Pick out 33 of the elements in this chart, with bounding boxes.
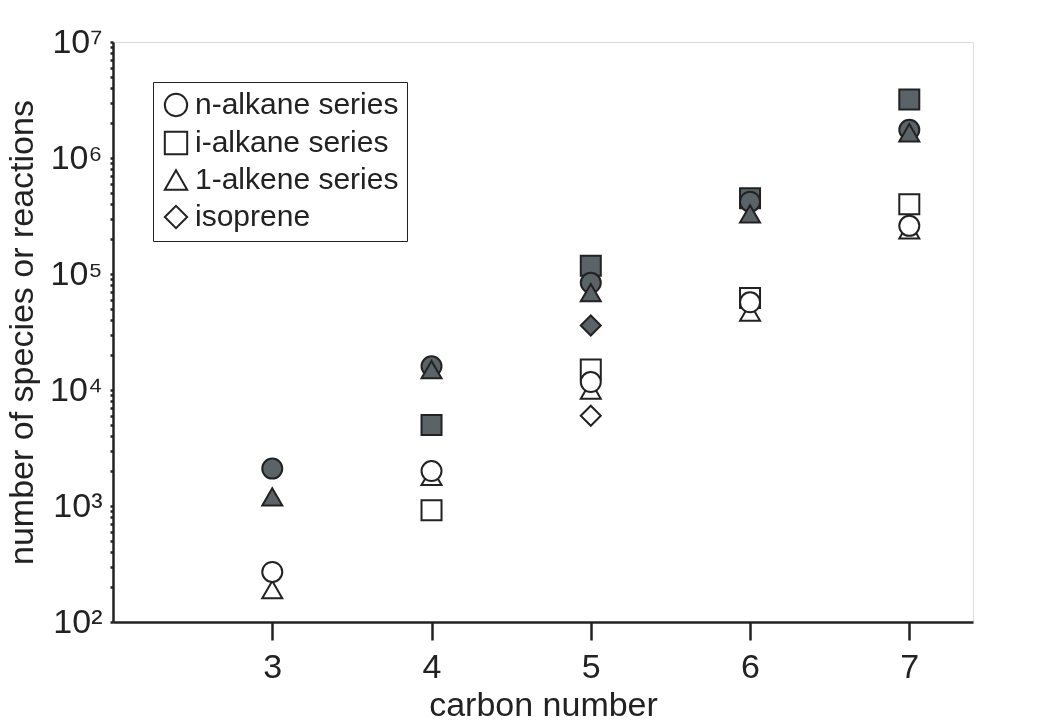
point bbox=[261, 580, 284, 600]
point bbox=[579, 314, 602, 337]
x-tick-label: 6 bbox=[741, 646, 760, 685]
legend-label: n-alkane series bbox=[195, 87, 399, 120]
point bbox=[261, 560, 284, 583]
point bbox=[898, 88, 921, 111]
y-tick-label: 10⁶ bbox=[50, 137, 103, 176]
legend-label: 1-alkene series bbox=[195, 162, 399, 195]
point bbox=[420, 460, 443, 483]
point bbox=[579, 283, 602, 303]
point bbox=[898, 214, 921, 237]
point bbox=[898, 193, 921, 216]
x-tick-label: 4 bbox=[422, 646, 442, 685]
point bbox=[261, 457, 284, 480]
legend-label: isoprene bbox=[195, 199, 311, 232]
point bbox=[420, 499, 443, 522]
y-tick-label: 10⁴ bbox=[50, 369, 103, 408]
point bbox=[579, 404, 602, 427]
point bbox=[898, 123, 921, 143]
y-tick-label: 10² bbox=[53, 601, 103, 640]
x-tick-label: 5 bbox=[581, 646, 601, 685]
y-axis-title: number of species or reactions bbox=[2, 100, 41, 565]
y-tick-label: 10³ bbox=[53, 485, 103, 524]
x-tick-label: 3 bbox=[263, 646, 283, 685]
legend-label: i-alkane series bbox=[195, 125, 389, 158]
x-tick-label: 7 bbox=[900, 646, 920, 685]
y-tick-label: 10⁷ bbox=[52, 21, 103, 60]
point bbox=[261, 487, 284, 507]
point bbox=[420, 413, 443, 436]
x-axis-title: carbon number bbox=[429, 684, 658, 723]
y-tick-label: 10⁵ bbox=[50, 253, 103, 292]
point bbox=[739, 204, 762, 224]
point bbox=[579, 371, 602, 394]
